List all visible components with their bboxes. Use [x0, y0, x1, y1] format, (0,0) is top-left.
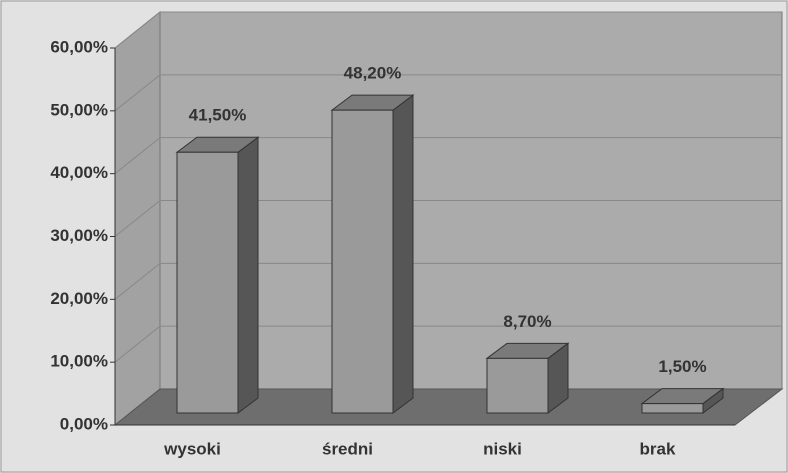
- x-tick-label: brak: [640, 439, 676, 458]
- grid-line: [114, 200, 782, 237]
- grid-line: [114, 137, 782, 175]
- y-tick-label: 40,00%: [50, 163, 108, 182]
- y-tick-label: 60,00%: [50, 37, 108, 56]
- bar-front: [331, 109, 394, 414]
- bar: [175, 136, 260, 414]
- bar-front: [486, 357, 549, 414]
- y-tick-label: 0,00%: [60, 414, 108, 433]
- grid-line: [114, 74, 782, 112]
- grid-line: [114, 325, 782, 363]
- value-label: 41,50%: [189, 106, 247, 125]
- y-tick-label: 30,00%: [50, 226, 108, 245]
- x-tick-label: średni: [322, 439, 373, 458]
- y-tick-label: 50,00%: [50, 100, 108, 119]
- bar: [330, 94, 415, 414]
- value-label: 8,70%: [503, 312, 551, 331]
- bar-front: [641, 403, 704, 414]
- y-tick-label: 10,00%: [50, 352, 108, 371]
- grid-line: [114, 262, 782, 300]
- bar-side: [237, 136, 259, 414]
- value-label: 1,50%: [658, 357, 706, 376]
- x-tick-label: niski: [483, 439, 522, 458]
- bar: [640, 387, 725, 414]
- bar: [485, 342, 570, 414]
- x-tick-label: wysoki: [163, 439, 221, 458]
- bar-side: [392, 94, 414, 414]
- value-label: 48,20%: [344, 64, 402, 83]
- bar-front: [176, 151, 239, 414]
- grid-line: [114, 11, 782, 49]
- y-tick-label: 20,00%: [50, 289, 108, 308]
